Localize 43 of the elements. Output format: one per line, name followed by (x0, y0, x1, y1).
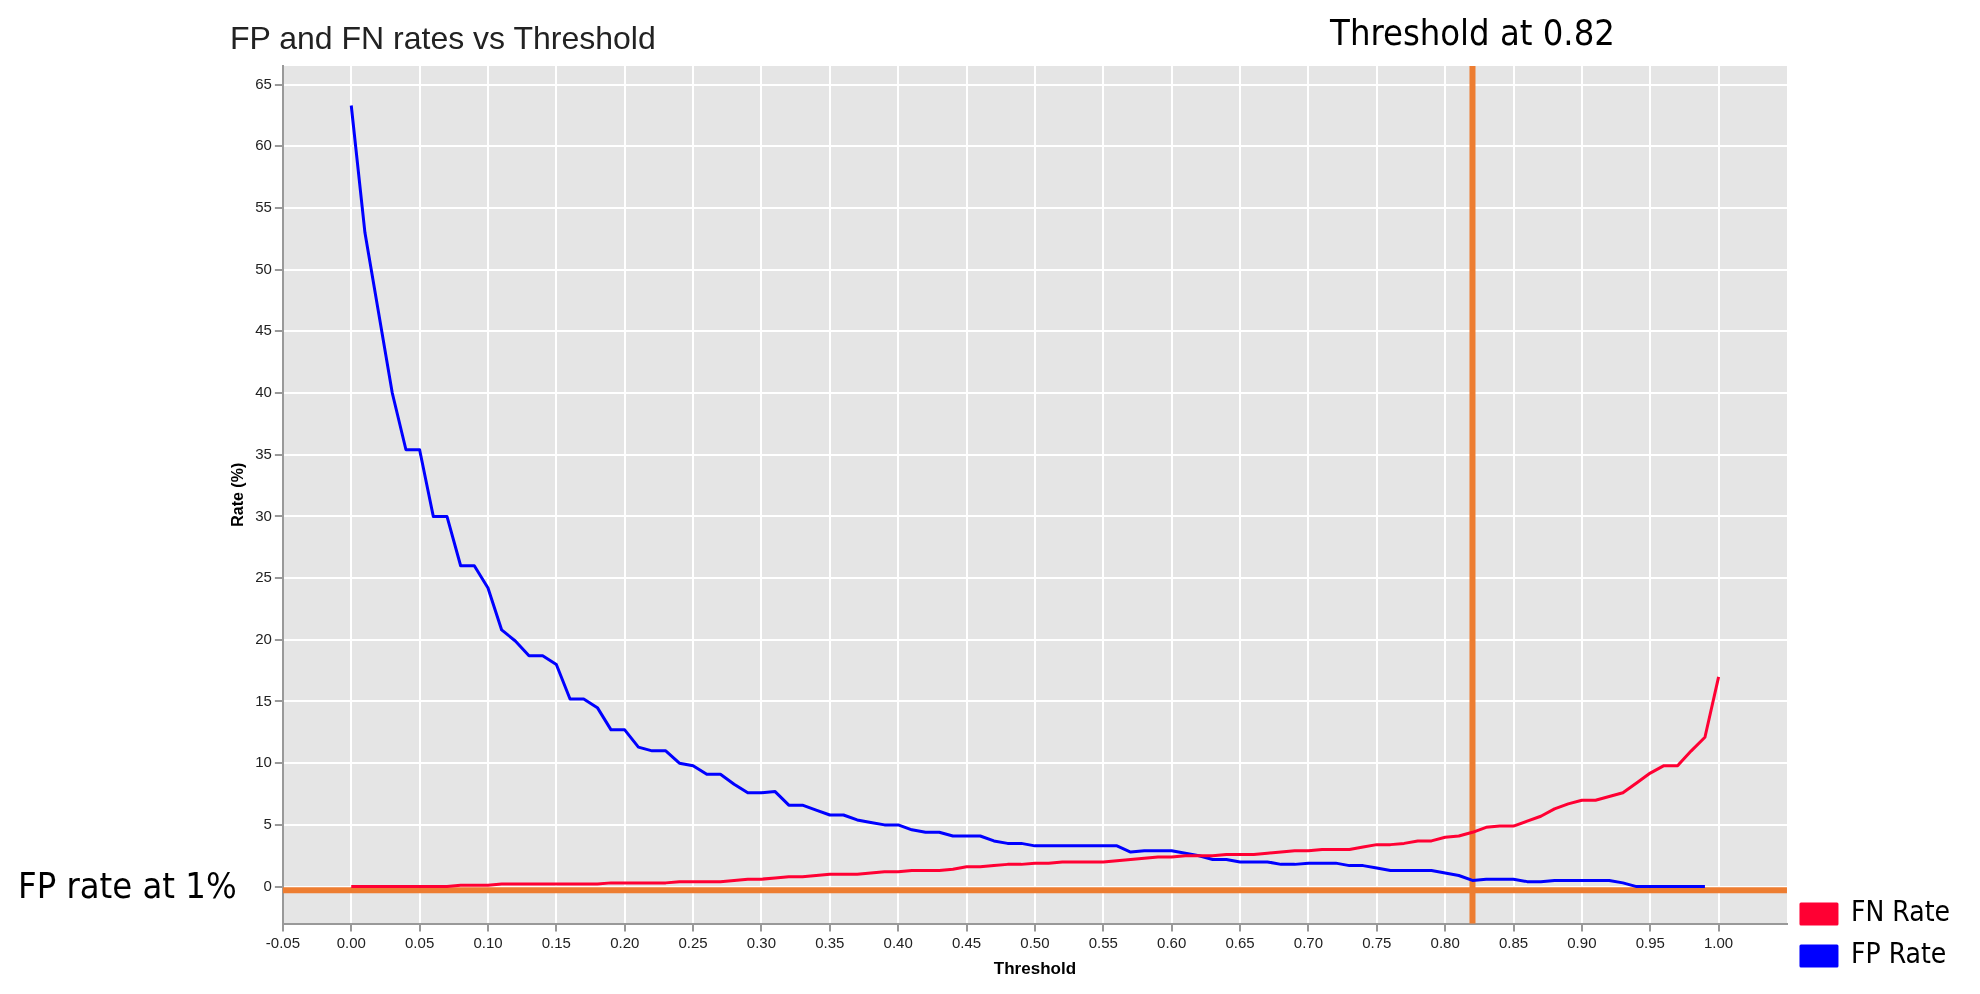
y-tick-label: 5 (263, 815, 272, 833)
x-tick-label: 0.10 (473, 933, 503, 951)
x-tick-label: 0.90 (1567, 933, 1597, 951)
y-tick-label: 30 (255, 506, 272, 524)
x-tick-label: 0.65 (1225, 933, 1255, 951)
x-tick-label: 0.25 (678, 933, 708, 951)
chart-title: FP and FN rates vs Threshold (230, 19, 656, 56)
x-tick-label: 0.45 (951, 933, 982, 951)
y-tick-label: 45 (255, 321, 272, 339)
x-axis-title: Threshold (993, 959, 1077, 979)
x-tick-label: 0.15 (541, 933, 571, 951)
x-tick-label: 0.00 (336, 933, 366, 951)
y-tick-label: 55 (255, 198, 272, 216)
x-tick-label: 0.95 (1635, 933, 1665, 951)
y-tick-label: 20 (255, 629, 272, 647)
x-tick-label: 0.55 (1088, 933, 1118, 951)
y-tick-label: 10 (255, 753, 272, 771)
y-tick-label: 15 (255, 691, 272, 709)
y-tick-label: 0 (263, 876, 272, 894)
legend-label: FP Rate (1850, 937, 1947, 971)
legend-label: FN Rate (1850, 895, 1951, 929)
x-tick-label: 1.00 (1704, 933, 1734, 951)
x-tick-label: 0.30 (746, 933, 777, 951)
x-tick-label: 0.60 (1157, 933, 1187, 951)
ref-line-label: FP rate at 1% (18, 864, 237, 906)
y-axis-title: Rate (%) (229, 462, 247, 527)
y-tick-label: 65 (255, 74, 272, 92)
x-tick-label: 0.75 (1362, 933, 1392, 951)
x-tick-label: -0.05 (265, 933, 300, 951)
x-tick-label: 0.35 (815, 933, 845, 951)
y-tick-label: 25 (255, 568, 272, 586)
y-tick-label: 60 (255, 136, 272, 154)
x-tick-label: 0.80 (1430, 933, 1460, 951)
ref-line-label: Threshold at 0.82 (1329, 12, 1615, 54)
y-tick-label: 35 (255, 444, 272, 462)
y-tick-label: 50 (255, 259, 272, 277)
x-tick-label: 0.70 (1293, 933, 1323, 951)
y-tick-label: 40 (255, 383, 272, 401)
x-tick-label: 0.20 (610, 933, 640, 951)
x-tick-label: 0.50 (1020, 933, 1050, 951)
x-tick-label: 0.85 (1498, 933, 1529, 951)
x-tick-label: 0.40 (883, 933, 913, 951)
x-tick-label: 0.05 (405, 933, 435, 951)
